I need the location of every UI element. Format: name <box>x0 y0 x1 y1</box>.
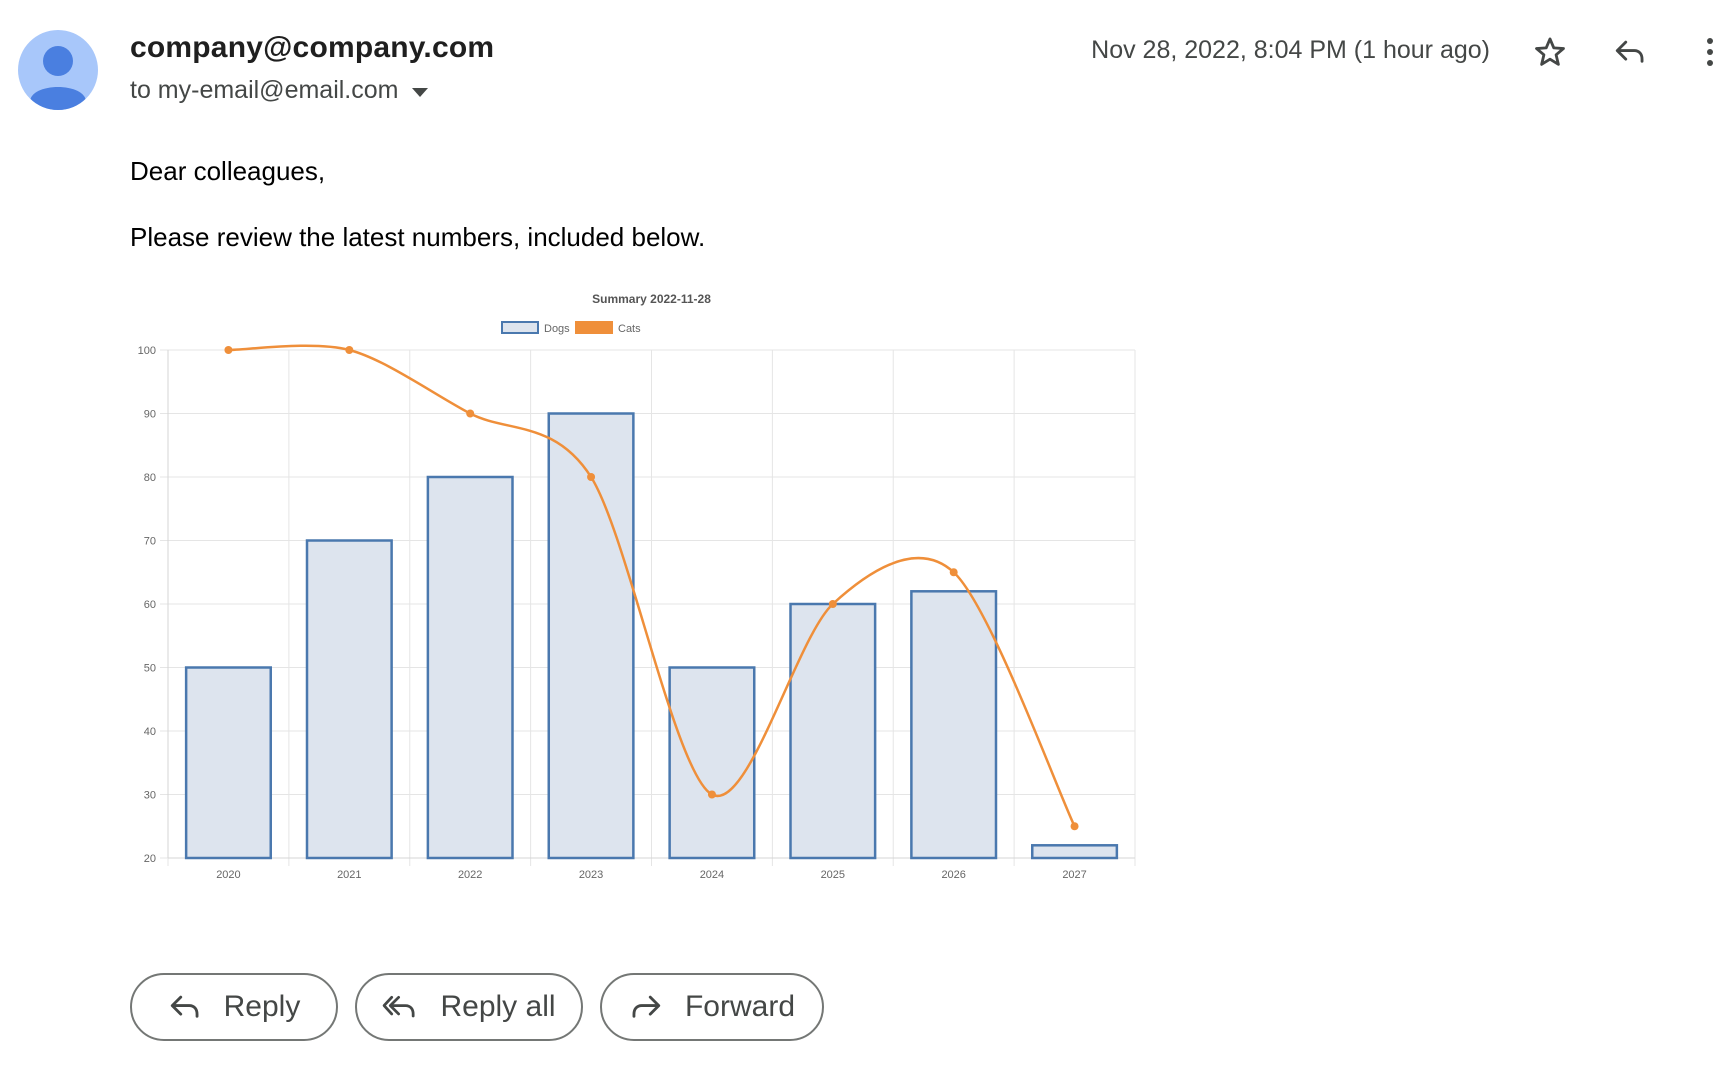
reply-icon <box>168 990 202 1024</box>
chart-svg: Summary 2022-11-28 Dogs Cats 20 30 40 50 60 70 80… <box>138 292 1136 881</box>
star-button[interactable] <box>1530 32 1570 72</box>
reply-all-button[interactable]: Reply all <box>355 973 583 1041</box>
reply-label: Reply <box>223 990 301 1023</box>
reply-top-button[interactable] <box>1610 32 1650 72</box>
person-avatar-icon <box>30 46 86 110</box>
x-tick-label: 2020 <box>216 869 240 881</box>
email-greeting: Dear colleagues, <box>130 156 326 186</box>
forward-button[interactable]: Forward <box>600 973 824 1041</box>
bar-dogs-2026 <box>910 590 998 860</box>
x-tick-label: 2027 <box>1062 869 1086 881</box>
forward-icon <box>629 990 663 1024</box>
point-cats-2024 <box>707 790 716 799</box>
point-cats-2021 <box>345 346 354 354</box>
caret-down-icon[interactable] <box>412 88 429 97</box>
y-tick-label: 30 <box>144 790 156 802</box>
legend-swatch-cats <box>575 321 613 334</box>
chart-title: Summary 2022-11-28 <box>592 292 711 306</box>
point-cats-2022 <box>466 409 475 418</box>
legend-label-cats: Cats <box>618 323 641 335</box>
more-options-button[interactable] <box>1690 32 1730 72</box>
x-tick-label: 2021 <box>337 869 361 881</box>
recipient-line: to my-email@email.com <box>130 76 429 105</box>
forward-label: Forward <box>684 990 796 1023</box>
sender-address: company@company.com <box>130 31 495 64</box>
summary-chart: Summary 2022-11-28 Dogs Cats 20 30 40 50 60 70 80… <box>120 280 1140 890</box>
point-cats-2023 <box>587 473 596 481</box>
x-tick-label: 2025 <box>821 869 845 881</box>
x-tick-label: 2022 <box>458 869 482 881</box>
recipient-address: to my-email@email.com <box>130 76 399 104</box>
bar-dogs-2021 <box>305 539 393 860</box>
y-tick-label: 50 <box>144 663 156 675</box>
bar-dogs-2022 <box>426 475 514 860</box>
y-tick-label: 20 <box>144 853 156 865</box>
point-cats-2025 <box>828 600 837 608</box>
reply-button[interactable]: Reply <box>130 973 338 1041</box>
reply-all-icon <box>382 990 418 1024</box>
legend-swatch-dogs <box>501 321 539 334</box>
message-timestamp: Nov 28, 2022, 8:04 PM (1 hour ago) <box>1091 36 1490 64</box>
x-tick-label: 2026 <box>941 869 965 881</box>
point-cats-2026 <box>949 568 958 577</box>
bar-dogs-2020 <box>184 666 272 860</box>
reply-icon <box>1615 40 1644 63</box>
email-intro: Please review the latest numbers, includ… <box>130 222 706 252</box>
point-cats-2020 <box>224 346 233 354</box>
legend-label-dogs: Dogs <box>544 323 570 335</box>
bar-dogs-2027 <box>1031 844 1119 860</box>
y-tick-label: 90 <box>144 409 156 421</box>
point-cats-2027 <box>1070 822 1079 831</box>
sender-avatar[interactable] <box>18 30 98 110</box>
y-tick-label: 70 <box>144 536 156 548</box>
y-tick-label: 80 <box>144 472 156 484</box>
bar-dogs-2024 <box>668 666 756 860</box>
bar-dogs-2025 <box>789 602 877 860</box>
bar-dogs-2023 <box>547 412 635 860</box>
y-tick-label: 60 <box>144 599 156 611</box>
y-tick-label: 40 <box>144 726 156 738</box>
x-tick-label: 2024 <box>700 869 724 881</box>
x-tick-label: 2023 <box>579 869 603 881</box>
star-icon <box>1535 37 1565 66</box>
y-tick-label: 100 <box>138 345 156 357</box>
more-vertical-icon <box>1707 38 1713 66</box>
reply-all-label: Reply all <box>440 990 556 1023</box>
